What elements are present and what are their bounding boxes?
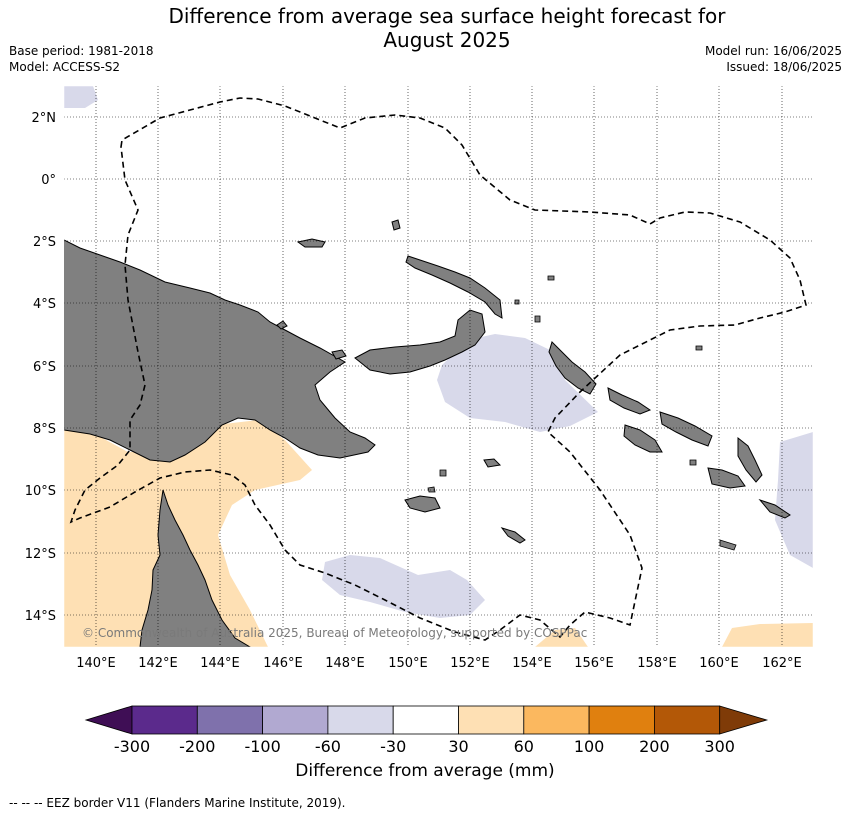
lon-label: 144°E bbox=[200, 656, 240, 671]
colorbar-tick-label: 300 bbox=[704, 737, 735, 756]
colorbar-segment bbox=[392, 705, 459, 735]
colorbar-tick-label: -60 bbox=[315, 737, 341, 756]
land-solomon-5 bbox=[707, 467, 746, 489]
colorbar-segment bbox=[131, 705, 198, 735]
land-solomon-4 bbox=[737, 436, 763, 483]
lat-label: 0° bbox=[41, 173, 56, 188]
lat-label: 12°S bbox=[25, 547, 56, 562]
longitude-labels: 140°E 142°E 144°E 146°E 148°E 150°E 152°E 154°E… bbox=[76, 656, 802, 671]
land-new-ireland bbox=[405, 255, 503, 319]
positive-anomaly-south bbox=[535, 628, 588, 647]
land-solomon-2 bbox=[659, 411, 713, 447]
eez-footnote: -- -- -- EEZ border V11 (Flanders Marine… bbox=[9, 796, 346, 810]
lon-label: 148°E bbox=[325, 656, 365, 671]
colorbar-segment bbox=[588, 705, 655, 735]
lon-label: 154°E bbox=[512, 656, 552, 671]
base-period: Base period: 1981-2018 bbox=[9, 44, 154, 58]
lon-label: 150°E bbox=[388, 656, 428, 671]
land-solomon-6 bbox=[758, 498, 791, 519]
colorbar-label: Difference from average (mm) bbox=[295, 761, 555, 781]
land-woodlark bbox=[483, 458, 502, 468]
colorbar-tick-label: 60 bbox=[514, 737, 534, 756]
colorbar-segment bbox=[327, 705, 394, 735]
land-louisiade bbox=[500, 527, 526, 544]
lon-label: 158°E bbox=[637, 656, 677, 671]
colorbar-tick-label: -30 bbox=[380, 737, 406, 756]
land-bougainville bbox=[548, 341, 597, 395]
colorbar-tick-label: 30 bbox=[448, 737, 468, 756]
colorbar-min-arrow bbox=[84, 705, 133, 735]
lat-label: 8°S bbox=[33, 422, 56, 437]
colorbar-max-arrow bbox=[719, 705, 769, 735]
meta-right: Model run: 16/06/2025 Issued: 18/06/2025 bbox=[705, 43, 842, 75]
colorbar-segment bbox=[523, 705, 590, 735]
land-new-britain bbox=[354, 309, 486, 375]
land-mussau bbox=[391, 219, 401, 231]
copyright-text: © Commonwealth of Australia 2025, Bureau… bbox=[82, 626, 587, 640]
lat-label: 2°N bbox=[32, 111, 57, 126]
title-line-1: Difference from average sea surface heig… bbox=[168, 4, 726, 28]
lat-label: 4°S bbox=[33, 297, 56, 312]
lat-label: 10°S bbox=[25, 484, 56, 499]
lat-label: 6°S bbox=[33, 360, 56, 375]
map-title: Difference from average sea surface heig… bbox=[0, 4, 850, 52]
model-name: Model: ACCESS-S2 bbox=[9, 60, 121, 74]
land-small-islands bbox=[427, 275, 737, 551]
lon-label: 152°E bbox=[450, 656, 490, 671]
colorbar-segment bbox=[654, 705, 721, 735]
land-solomon-1 bbox=[607, 387, 652, 415]
negative-anomaly-east bbox=[775, 432, 813, 568]
negative-anomaly-south bbox=[322, 555, 485, 618]
land-dentrecasteaux bbox=[404, 495, 441, 513]
colorbar: -300 -200 -100 -60 -30 30 60 100 200 300 bbox=[84, 705, 769, 756]
lon-label: 162°E bbox=[762, 656, 802, 671]
model-run: Model run: 16/06/2025 bbox=[704, 44, 842, 58]
meta-left: Base period: 1981-2018 Model: ACCESS-S2 bbox=[9, 43, 154, 75]
positive-anomaly-southeast bbox=[722, 623, 813, 647]
lon-label: 140°E bbox=[76, 656, 116, 671]
lon-label: 146°E bbox=[263, 656, 303, 671]
grid-lines bbox=[64, 86, 813, 647]
colorbar-segment bbox=[196, 705, 264, 735]
colorbar-tick-label: -100 bbox=[244, 737, 280, 756]
land-karkar bbox=[276, 320, 288, 330]
land-umboi bbox=[331, 349, 347, 360]
lat-label: 2°S bbox=[33, 235, 56, 250]
lon-label: 156°E bbox=[574, 656, 614, 671]
lon-label: 160°E bbox=[699, 656, 739, 671]
colorbar-tick-label: 100 bbox=[574, 737, 605, 756]
land-cape-york bbox=[139, 489, 251, 647]
issued-date: Issued: 18/06/2025 bbox=[726, 60, 842, 74]
colorbar-segment bbox=[458, 705, 525, 735]
negative-anomaly-central bbox=[437, 334, 598, 432]
lon-label: 142°E bbox=[138, 656, 178, 671]
colorbar-tick-label: 200 bbox=[639, 737, 670, 756]
eez-border bbox=[69, 97, 807, 641]
negative-anomaly-north bbox=[64, 86, 98, 108]
title-line-2: August 2025 bbox=[383, 28, 511, 52]
map-frame bbox=[63, 85, 814, 648]
land-new-guinea bbox=[64, 239, 376, 463]
colorbar-tick-label: -200 bbox=[179, 737, 215, 756]
map-area bbox=[64, 86, 813, 647]
positive-anomaly-west bbox=[64, 420, 312, 647]
colorbar-segment bbox=[262, 705, 329, 735]
lat-label: 14°S bbox=[25, 609, 56, 624]
land-solomon-3 bbox=[623, 424, 663, 453]
latitude-labels: 2°N 0° 2°S 4°S 6°S 8°S 10°S 12°S 14°S bbox=[25, 111, 56, 624]
colorbar-tick-label: -300 bbox=[114, 737, 150, 756]
